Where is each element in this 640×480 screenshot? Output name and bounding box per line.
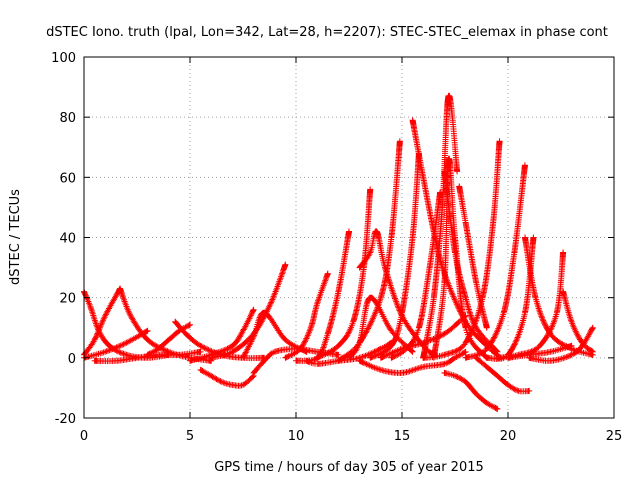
data-series: [293, 228, 352, 364]
data-point-markers: [367, 150, 422, 361]
data-series: [91, 348, 204, 365]
data-series: [367, 150, 422, 361]
y-tick-label: 0: [68, 352, 76, 367]
x-tick-label: 5: [186, 429, 194, 444]
y-tick-label: 20: [59, 292, 76, 307]
data-series: [462, 162, 528, 361]
data-point-markers: [473, 354, 533, 395]
data-series: [473, 354, 533, 395]
data-point-markers: [303, 339, 395, 367]
y-tick-label: 80: [59, 111, 76, 126]
data-series: [303, 339, 395, 367]
data-series: [187, 306, 257, 364]
x-tick-label: 20: [500, 429, 517, 444]
data-series: [505, 342, 575, 361]
data-point-markers: [293, 228, 352, 364]
data-series: [314, 186, 374, 361]
data-point-markers: [356, 348, 469, 376]
x-tick-label: 0: [80, 429, 88, 444]
x-axis-label: GPS time / hours of day 305 of year 2015: [214, 460, 484, 475]
y-tick-label: -20: [55, 412, 76, 427]
y-tick-label: 60: [59, 171, 76, 186]
data-point-markers: [91, 348, 204, 365]
chart-title: dSTEC Iono. truth (lpal, Lon=342, Lat=28…: [46, 25, 608, 40]
data-point-markers: [505, 342, 575, 361]
data-series: [441, 369, 501, 412]
data-point-markers: [335, 138, 403, 364]
data-point-markers: [197, 366, 257, 389]
data-point-markers: [314, 186, 374, 361]
data-point-markers: [420, 138, 503, 361]
data-point-markers: [388, 189, 444, 361]
data-series: [282, 270, 331, 361]
tick-layer: 0 5 10 15 20 25 -20 0 20 40 60 80 100: [51, 51, 622, 444]
data-point-markers: [462, 162, 528, 361]
y-tick-label: 40: [59, 232, 76, 247]
data-series: [197, 366, 257, 389]
data-point-markers: [441, 369, 501, 412]
data-series: [420, 138, 503, 361]
data-series: [356, 348, 469, 376]
x-tick-label: 10: [288, 429, 305, 444]
data-layer: [81, 92, 596, 412]
data-series: [335, 138, 403, 364]
y-tick-label: 100: [51, 51, 76, 66]
data-series: [388, 189, 444, 361]
x-tick-label: 15: [394, 429, 411, 444]
x-tick-label: 25: [606, 429, 623, 444]
data-point-markers: [187, 306, 257, 364]
y-axis-label: dSTEC / TECUs: [8, 189, 23, 285]
data-point-markers: [282, 270, 331, 361]
